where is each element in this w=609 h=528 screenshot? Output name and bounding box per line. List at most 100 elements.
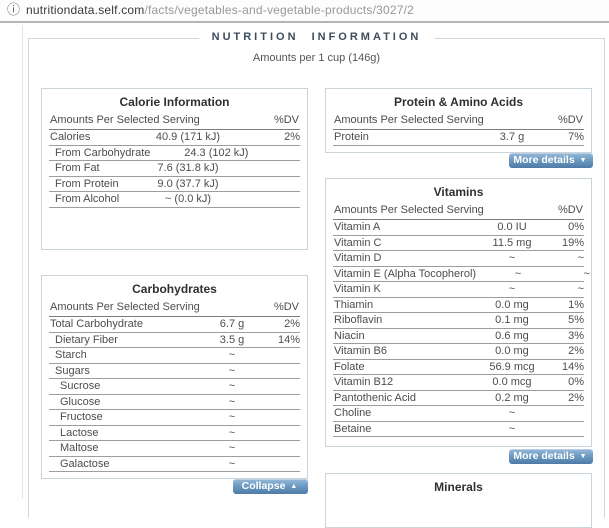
section-title: NUTRITION INFORMATION [198,31,435,43]
nutrient-label: Dietary Fiber [55,333,118,346]
table-row: Niacin 0.6 mg 3% [333,329,584,344]
nutrient-dv: 14% [277,333,300,346]
nutrient-label: Sucrose [60,380,101,393]
chevron-up-icon: ▲ [290,483,298,490]
carbohydrates-table: Amounts Per Selected Serving %DV Total C… [49,296,300,472]
table-row: Maltose ~ [49,441,300,457]
nutrient-label: Calories [50,131,91,144]
more-details-label: More details [513,450,575,462]
page-left-border [22,25,23,499]
table-row: Lactose ~ [49,426,300,441]
nutrient-label: Folate [334,360,365,373]
nutrient-label: Fructose [60,411,103,424]
table-row: Starch ~ [49,348,300,364]
nutrient-amount: 0.2 mg [495,391,529,404]
url-domain: nutritiondata.self.com [26,2,145,17]
nutrient-label: Vitamin B12 [334,376,394,389]
table-row: Total Carbohydrate 6.7 g 2% [49,317,300,333]
table-row: Protein 3.7 g 7% [333,130,584,146]
dv-header: %DV [273,301,299,313]
nutrient-amount: 0.0 mcg [492,376,532,389]
panel-title: Calorie Information [119,95,230,109]
table-row: Sucrose ~ [49,379,300,395]
nutrient-dv: 2% [568,391,584,404]
panel-title: Protein & Amino Acids [393,95,524,109]
site-info-icon[interactable]: ⓘ [7,2,21,17]
dv-header: %DV [273,114,299,126]
nutrient-amount: 0.0 IU [497,221,527,234]
nutrient-amount: ~ [508,252,516,265]
nutrient-dv: 3% [568,329,584,342]
nutrient-dv: 19% [561,236,584,249]
vitamins-panel: Vitamins Amounts Per Selected Serving %D… [325,178,592,447]
nutrient-label: Starch [55,349,87,362]
nutrient-label: Total Carbohydrate [50,318,143,331]
chevron-down-icon: ▼ [579,453,587,460]
nutrient-amount: 7.6 (31.8 kJ) [157,162,219,175]
panel-title: Minerals [434,480,483,494]
table-header-row: Amounts Per Selected Serving %DV [333,109,584,130]
protein-more-details-button[interactable]: More details ▼ [509,153,593,168]
table-header-row: Amounts Per Selected Serving %DV [49,296,300,317]
amounts-header: Amounts Per Selected Serving [334,114,484,126]
nutrient-amount: 0.6 mg [495,329,529,342]
calorie-table: Amounts Per Selected Serving %DV Calorie… [49,109,300,208]
nutrient-dv: 2% [284,318,300,331]
nutrient-amount: ~ [228,426,236,439]
nutrient-amount: ~ [228,395,236,408]
nutrient-dv: 0% [568,376,584,389]
nutrient-amount: ~ [228,364,236,377]
nutrient-dv: 2% [284,131,300,144]
nutrient-amount: 9.0 (37.7 kJ) [157,177,219,190]
nutrient-amount: ~ [228,349,236,362]
nutrient-dv: ~ [577,252,584,265]
table-row: Vitamin C 11.5 mg 19% [333,236,584,251]
nutrient-label: From Carbohydrate [55,146,151,159]
vitamins-table: Amounts Per Selected Serving %DV Vitamin… [333,199,590,437]
table-row: Vitamin E (Alpha Tocopherol) ~ ~ [333,267,590,282]
url-text[interactable]: nutritiondata.self.com/facts/vegetables-… [26,3,414,17]
nutrient-amount: ~ [228,442,236,455]
table-row: From Alcohol ~ (0.0 kJ) [49,192,300,208]
nutrient-dv: 1% [568,298,584,311]
nutrient-amount: 0.0 mg [495,345,529,358]
nutrient-label: Vitamin A [334,221,381,234]
address-bar[interactable]: ⓘ nutritiondata.self.com/facts/vegetable… [0,0,609,23]
url-path: /facts/vegetables-and-vegetable-products… [144,2,415,17]
table-row: Vitamin A 0.0 IU 0% [333,220,584,236]
vitamins-more-details-button[interactable]: More details ▼ [509,449,593,464]
nutrient-amount: 3.5 g [219,333,245,346]
nutrient-label: Vitamin B6 [334,345,387,358]
more-details-label: More details [513,154,575,166]
table-row: Sugars ~ [49,364,300,379]
carbohydrates-collapse-button[interactable]: Collapse ▲ [233,479,308,494]
nutrient-label: Galactose [60,457,110,470]
nutrient-label: Betaine [334,422,372,435]
nutrient-amount: ~ [228,411,236,424]
nutrient-amount: 40.9 (171 kJ) [155,131,221,144]
table-row: Galactose ~ [49,457,300,472]
table-row: Vitamin B6 0.0 mg 2% [333,344,584,360]
nutrient-label: Choline [334,407,372,420]
minerals-panel: Minerals [325,473,592,528]
nutrient-dv: 7% [568,131,584,144]
nutrient-label: Pantothenic Acid [334,391,416,404]
table-row: Vitamin B12 0.0 mcg 0% [333,375,584,391]
table-row: Vitamin K ~ ~ [333,282,584,298]
nutrient-amount: ~ [508,283,516,296]
nutrient-label: Protein [334,131,369,144]
nutrient-label: From Protein [55,177,119,190]
panel-title: Carbohydrates [132,282,217,296]
nutrient-dv: 2% [568,345,584,358]
nutrient-label: Niacin [334,329,365,342]
table-row: Choline ~ [333,406,584,422]
carbohydrates-panel: Carbohydrates Amounts Per Selected Servi… [41,275,308,479]
nutrient-label: Maltose [60,442,99,455]
nutrient-label: From Alcohol [55,193,120,206]
table-row: From Protein 9.0 (37.7 kJ) [49,177,300,192]
table-row: Glucose ~ [49,395,300,410]
nutrient-amount: ~ [508,407,516,420]
dv-header: %DV [557,114,583,126]
nutrient-amount: 11.5 mg [492,236,532,249]
collapse-label: Collapse [241,480,286,492]
